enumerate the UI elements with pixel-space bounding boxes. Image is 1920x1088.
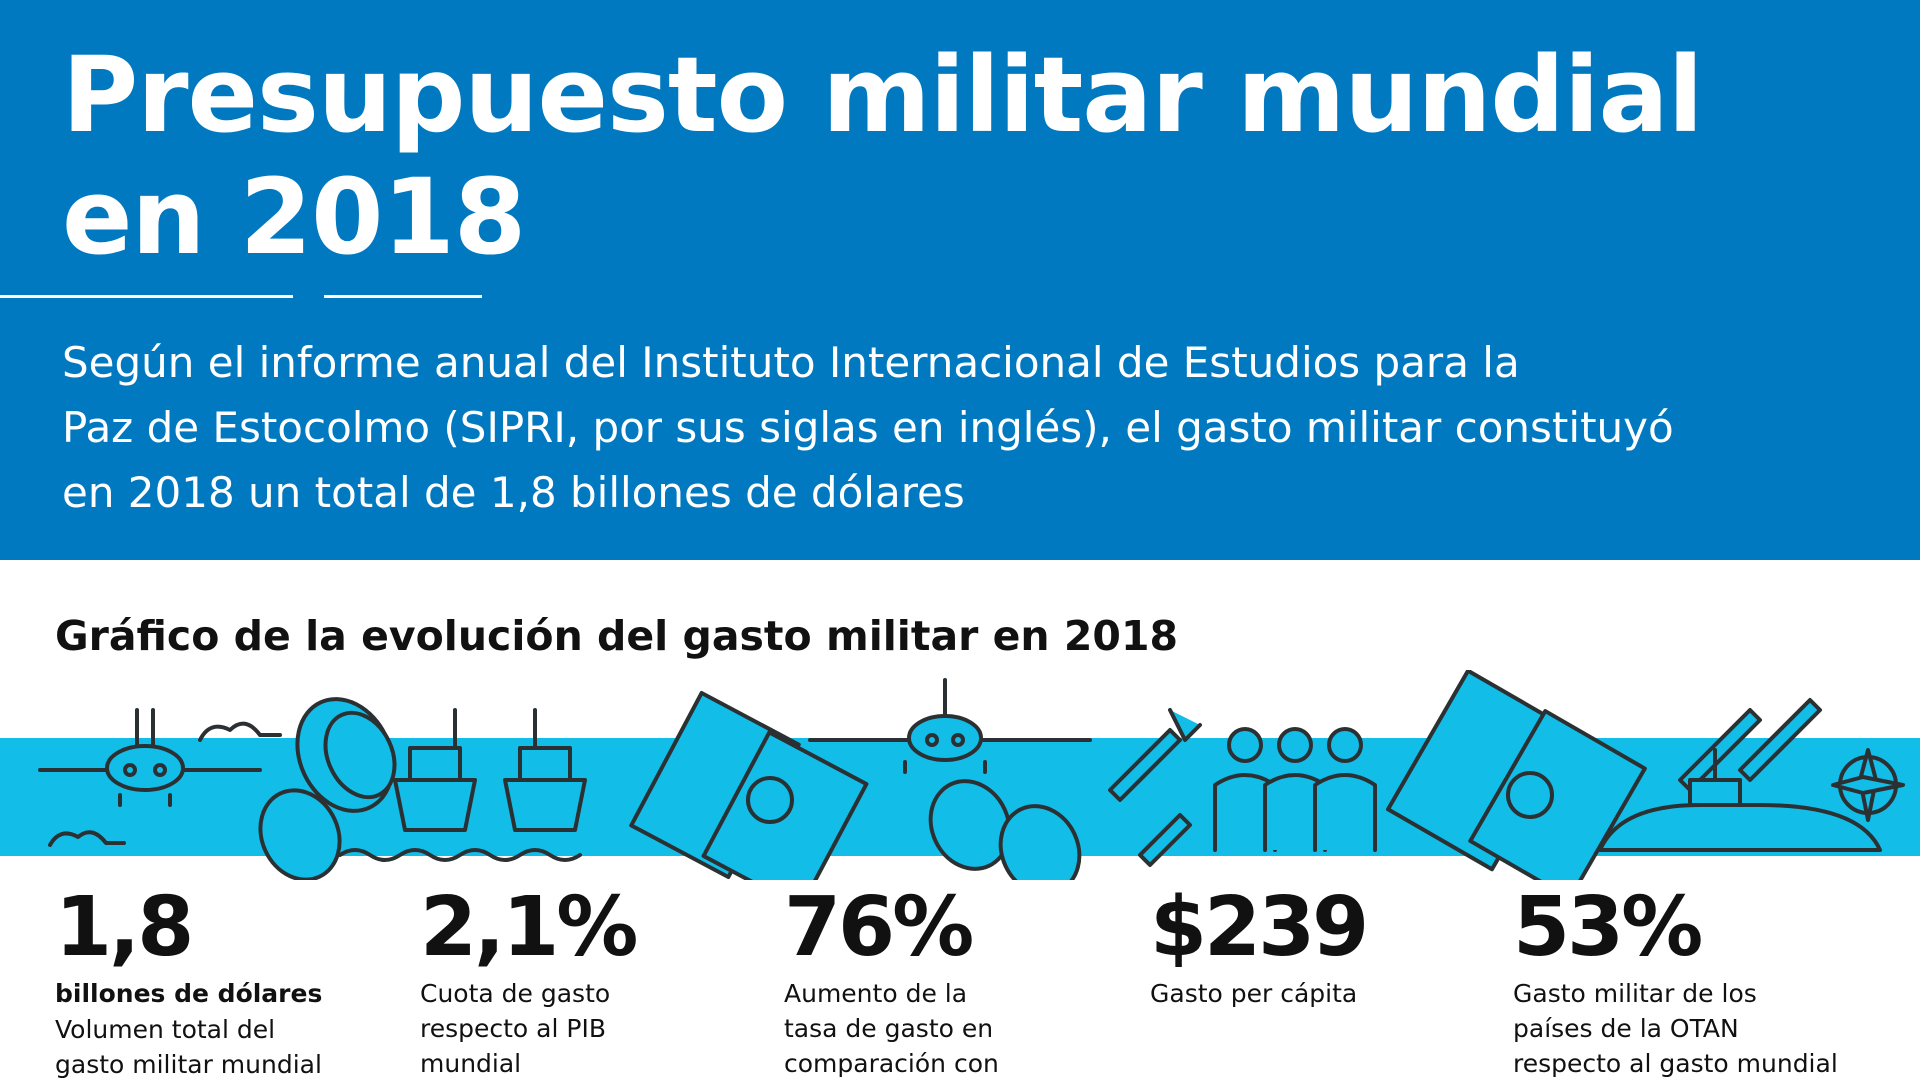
stat-per-capita: $239 Gasto per cápita xyxy=(1150,880,1480,1011)
stat-desc: tasa de gasto en xyxy=(784,1014,994,1043)
chart-heading: Gráfico de la evolución del gasto milita… xyxy=(55,612,1178,660)
stat-desc: respecto al PIB xyxy=(420,1014,606,1043)
cloud-icon xyxy=(48,830,126,847)
stat-increase: 76% Aumento de la tasa de gasto en compa… xyxy=(784,880,1114,1081)
stat-unit: billones de dólares xyxy=(55,979,323,1008)
banknote-icon xyxy=(629,690,869,880)
submarine-icon xyxy=(1598,748,1882,852)
stat-desc: respecto al gasto mundial xyxy=(1513,1049,1838,1078)
title-line-1: Presupuesto militar mundial xyxy=(62,34,1703,156)
stat-desc: comparación con xyxy=(784,1049,999,1078)
people-icon xyxy=(1213,727,1377,852)
stat-desc: Volumen total del xyxy=(55,1015,276,1044)
stat-value: $239 xyxy=(1150,880,1369,975)
cloud-icon xyxy=(198,721,282,742)
intro-text: Según el informe anual del Instituto Int… xyxy=(62,330,1862,525)
stat-value: 1,8 xyxy=(55,880,194,975)
stat-value: 2,1% xyxy=(420,880,638,975)
stat-desc: países de la OTAN xyxy=(1513,1014,1739,1043)
military-illustration xyxy=(38,670,1905,880)
stat-value: 53% xyxy=(1513,880,1703,975)
divider-line xyxy=(0,295,293,298)
stat-total-spending: 1,8 billones de dólares Volumen total de… xyxy=(55,880,385,1082)
missile-icon xyxy=(1108,708,1202,867)
stat-value: 76% xyxy=(784,880,974,975)
stat-nato-share: 53% Gasto militar de los países de la OT… xyxy=(1513,880,1893,1081)
stat-desc: Gasto per cápita xyxy=(1150,979,1358,1008)
stat-desc: mundial xyxy=(420,1049,522,1078)
missile-icon xyxy=(1678,698,1822,792)
intro-line-2: Paz de Estocolmo (SIPRI, por sus siglas … xyxy=(62,403,1674,452)
intro-line-3: en 2018 un total de 1,8 billones de dóla… xyxy=(62,468,965,517)
banknote-icon xyxy=(1386,670,1647,880)
coin-icon xyxy=(928,779,1082,880)
intro-line-1: Según el informe anual del Instituto Int… xyxy=(62,338,1520,387)
nato-compass-icon xyxy=(1831,748,1905,822)
stat-desc: gasto militar mundial xyxy=(55,1050,322,1079)
airplane-icon xyxy=(808,678,1092,774)
airplane-icon xyxy=(38,708,262,807)
stat-desc: Gasto militar de los xyxy=(1513,979,1757,1008)
header-banner: Presupuesto militar mundial en 2018 Segú… xyxy=(0,0,1920,560)
title-line-2: en 2018 xyxy=(62,156,526,278)
wave-line xyxy=(338,848,582,862)
stat-gdp-share: 2,1% Cuota de gasto respecto al PIB mund… xyxy=(420,880,750,1081)
stat-desc: Cuota de gasto xyxy=(420,979,611,1008)
page-title: Presupuesto militar mundial en 2018 xyxy=(62,34,1762,278)
stat-desc: Aumento de la xyxy=(784,979,968,1008)
ship-icon xyxy=(393,708,587,832)
coin-icon xyxy=(258,697,397,880)
divider-line-short xyxy=(324,295,482,298)
